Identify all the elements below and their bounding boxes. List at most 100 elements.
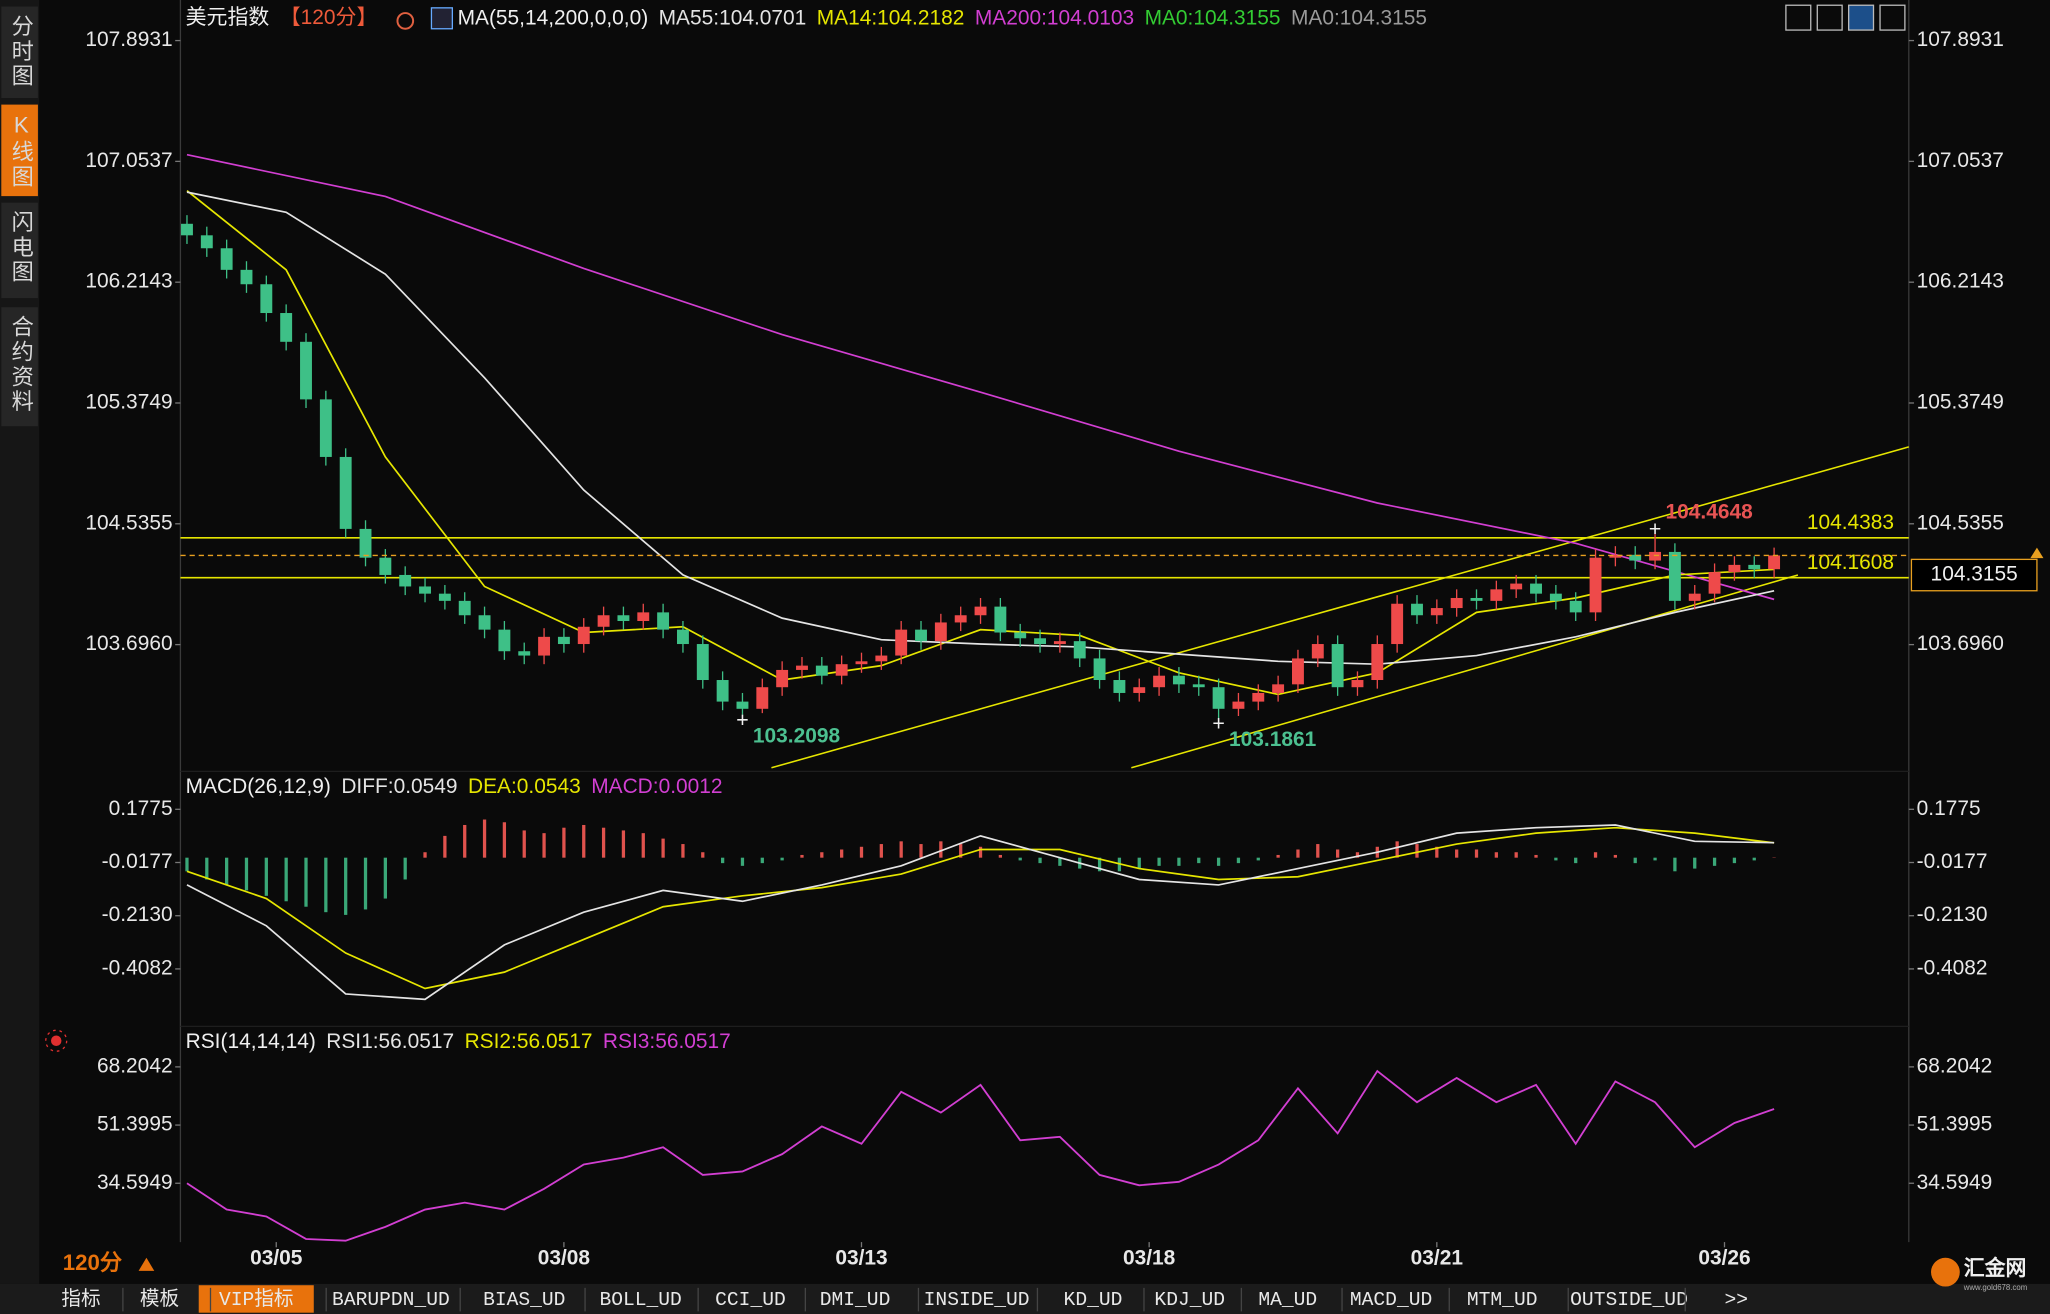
legend-value: 0.0549: [394, 775, 458, 798]
candle-body: [1708, 572, 1721, 594]
tab[interactable]: BOLL_UD: [599, 1289, 681, 1311]
candle-body: [319, 399, 332, 457]
series-line: [186, 826, 1775, 990]
y-tick-label: -0.4082: [102, 956, 173, 979]
low-label: 103.2098: [753, 724, 840, 747]
panel: 107.8931 107.8931 107.0537 107.0537 106.2143…: [85, 6, 2044, 769]
sidebar-item-bg[interactable]: [1, 202, 38, 299]
legend: MACD(26,12,9) DIFF:0.0549 DEA:0.0543 MACD:0…: [186, 775, 723, 798]
tab[interactable]: KDJ_UD: [1154, 1289, 1225, 1311]
signal-icon: [45, 1029, 68, 1052]
tab[interactable]: BIAS_UD: [483, 1289, 565, 1311]
period-arrow[interactable]: [138, 1257, 155, 1271]
candle-body: [1430, 608, 1443, 616]
x-tick-label: 03/21: [1411, 1247, 1464, 1270]
sidebar-item[interactable]: K线图: [9, 112, 34, 189]
icon[interactable]: [1785, 4, 1812, 31]
icon[interactable]: [1848, 4, 1875, 31]
candle-body: [478, 615, 491, 630]
candle-body: [359, 528, 372, 558]
candle-body: [300, 341, 312, 400]
candle-body: [1411, 603, 1423, 616]
y-tick-label: 51.3995: [1917, 1113, 1993, 1136]
candle-body: [1569, 600, 1582, 613]
tab[interactable]: MTM_UD: [1467, 1289, 1538, 1311]
tab[interactable]: BARUPDN_UD: [332, 1289, 450, 1311]
candle-body: [1113, 680, 1126, 693]
candle-body: [339, 456, 352, 529]
sidebar-item-bg[interactable]: [1, 6, 38, 99]
legend-value: 104.0103: [1047, 6, 1134, 29]
legend-name: MACD:: [591, 775, 658, 798]
candle-body: [974, 606, 987, 616]
tab[interactable]: 指标: [61, 1288, 100, 1311]
tab[interactable]: CCI_UD: [715, 1289, 786, 1311]
tab-bar: [0, 1283, 2050, 1314]
candle-body: [1549, 593, 1562, 601]
candle-body: [438, 593, 451, 601]
tab[interactable]: MACD_UD: [1350, 1289, 1432, 1311]
sidebar-item-bg[interactable]: [1, 104, 38, 197]
x-tick-label: 03/13: [835, 1247, 887, 1270]
last-price-box: [1910, 558, 2038, 592]
candle-body: [657, 612, 670, 630]
period-label[interactable]: 120分: [63, 1250, 123, 1275]
tab[interactable]: KD_UD: [1064, 1289, 1123, 1311]
tab[interactable]: 模板: [140, 1288, 179, 1311]
candle-body: [934, 622, 947, 642]
candle-body: [736, 701, 749, 709]
sidebar-item-bg[interactable]: [1, 307, 38, 427]
tab[interactable]: OUTSIDE_UD: [1570, 1289, 1688, 1311]
candle-body: [577, 626, 590, 645]
icon[interactable]: [1816, 4, 1843, 31]
candle-body: [1490, 589, 1503, 601]
y-tick-label: 107.0537: [85, 149, 172, 172]
candle-body: [1292, 658, 1304, 685]
legend-name: MA14:: [817, 6, 877, 29]
legend-value: 104.0701: [719, 6, 806, 29]
candle-body: [1014, 632, 1027, 639]
legend-title: MACD(26,12,9): [186, 775, 331, 798]
candle-body: [1450, 597, 1463, 609]
candle-body: [796, 665, 808, 670]
candle-body: [1371, 644, 1384, 681]
tab[interactable]: INSIDE_UD: [924, 1289, 1030, 1311]
icon[interactable]: [1879, 4, 1906, 31]
candle-body: [756, 687, 769, 709]
candle-body: [419, 586, 431, 594]
chart-icon[interactable]: [430, 7, 454, 30]
y-tick-label: 106.2143: [1917, 270, 2004, 293]
legend: MA(55,14,200,0,0,0) MA55:104.0701 MA14:104…: [458, 6, 1427, 29]
candle-body: [1351, 680, 1364, 688]
candle-body: [1768, 555, 1781, 570]
y-tick-label: 107.8931: [85, 28, 172, 51]
tab[interactable]: DMI_UD: [820, 1289, 891, 1311]
candle-body: [1232, 701, 1245, 709]
candle-body: [557, 636, 570, 645]
sidebar-item[interactable]: 闪电图: [9, 210, 34, 285]
x-tick-label: 03/08: [538, 1247, 590, 1270]
candle-body: [458, 600, 471, 616]
logo-icon: [1931, 1257, 1960, 1287]
candle-body: [1589, 557, 1602, 613]
logo: 汇金网: [1964, 1256, 2027, 1280]
legend-value: 104.3155: [1340, 6, 1427, 29]
candle-body: [696, 644, 709, 681]
x-tick-label: 03/05: [250, 1247, 303, 1270]
add-icon[interactable]: [396, 12, 415, 30]
sidebar-item[interactable]: 分时图: [9, 14, 34, 89]
tab[interactable]: MA_UD: [1258, 1289, 1317, 1311]
legend-name: MA0:: [1145, 6, 1194, 29]
candle-body: [1530, 583, 1542, 594]
high-label: 104.4648: [1666, 501, 1753, 524]
sidebar-item[interactable]: 合约资料: [9, 315, 34, 415]
legend-value: 56.0517: [379, 1030, 455, 1053]
y-tick-label: -0.0177: [102, 850, 173, 873]
level-label: 104.1608: [1807, 551, 1894, 574]
candle-body: [260, 284, 273, 314]
candle-body: [676, 629, 689, 645]
tab[interactable]: VIP指标: [219, 1288, 294, 1311]
candle-body: [280, 313, 293, 342]
y-tick-label: 68.2042: [97, 1054, 173, 1077]
tab[interactable]: >>: [1724, 1289, 1748, 1311]
